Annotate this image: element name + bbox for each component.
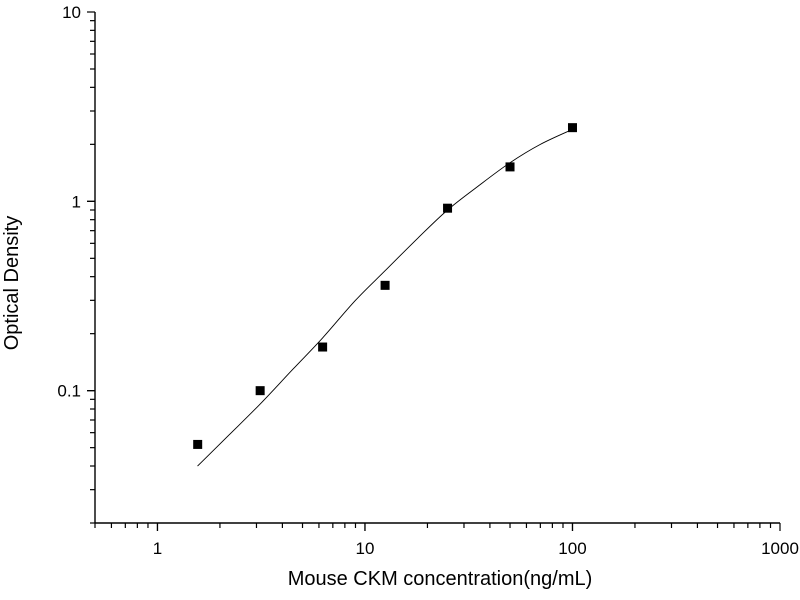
x-ticks: 1 10 100 1000	[94, 523, 799, 558]
data-points	[193, 123, 577, 449]
x-tick-label: 100	[558, 539, 586, 558]
y-tick-label: 0.1	[57, 382, 81, 401]
data-point	[443, 203, 453, 213]
data-point	[567, 123, 577, 133]
y-axis-title: Optical Density	[1, 216, 23, 351]
x-tick-label: 1	[153, 539, 162, 558]
x-tick-label: 1000	[761, 539, 799, 558]
axes	[94, 12, 780, 524]
y-ticks: 0.1 1 10	[57, 3, 95, 524]
data-point	[505, 162, 515, 172]
data-point	[318, 342, 328, 352]
data-point	[380, 280, 390, 290]
x-tick-label: 10	[356, 539, 375, 558]
data-point	[255, 386, 265, 396]
data-point	[193, 439, 203, 449]
x-axis-title: Mouse CKM concentration(ng/mL)	[288, 568, 593, 590]
fit-curve-layer	[197, 128, 573, 467]
y-tick-label: 10	[62, 3, 81, 22]
fit-curve	[197, 128, 573, 467]
y-tick-label: 1	[72, 192, 81, 211]
